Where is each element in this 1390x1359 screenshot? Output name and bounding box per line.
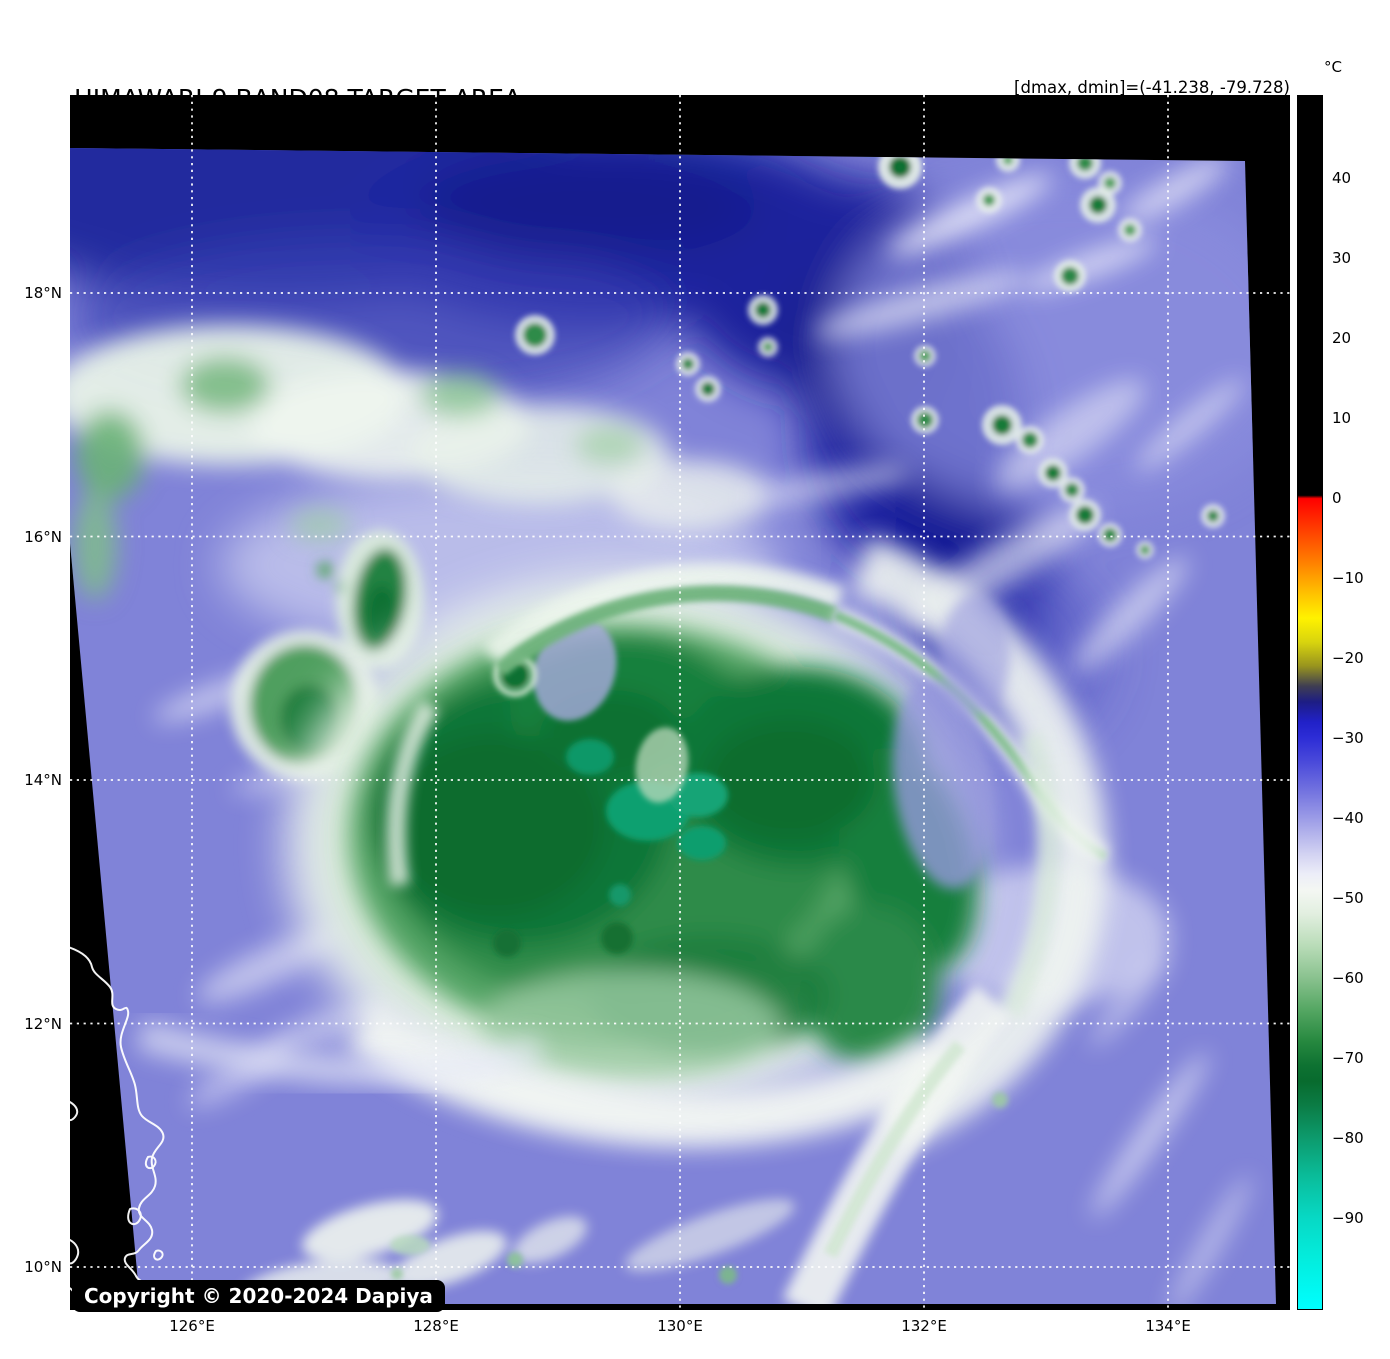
colorbar-tick-label: −10 (1332, 569, 1364, 588)
colorbar-tick-label: 40 (1332, 169, 1352, 188)
colorbar-tick-label: −30 (1332, 729, 1364, 748)
upper-left-cloud-band (70, 325, 770, 600)
copyright-badge: Copyright © 2020-2024 Dapiya (72, 1280, 445, 1312)
convective-spot-chain (515, 148, 1225, 559)
colorbar-tick-label: −40 (1332, 809, 1364, 828)
lat-tick-label: 14°N (24, 771, 62, 789)
typhoon-core (285, 536, 1111, 1153)
coldest-teal-patches (566, 739, 728, 906)
lat-tick-label: 10°N (24, 1258, 62, 1276)
lat-tick-label: 12°N (24, 1014, 62, 1033)
colorbar-tick-label: −20 (1332, 649, 1364, 668)
satellite-map-plot (70, 95, 1290, 1310)
colorbar-tick-label: 20 (1332, 329, 1352, 348)
lon-tick-label: 130°E (657, 1317, 703, 1335)
lat-tick-label: 18°N (24, 284, 62, 302)
colorbar-unit-label: °C (1324, 58, 1342, 76)
colorbar-tick-label: 0 (1332, 489, 1342, 508)
lon-tick-label: 128°E (413, 1317, 459, 1335)
swath-imagery (70, 148, 1276, 1304)
colorbar-tick-label: −90 (1332, 1209, 1364, 1227)
colorbar-tick-label: −70 (1332, 1049, 1364, 1068)
lat-tick-label: 16°N (24, 527, 62, 546)
temperature-colorbar (1297, 95, 1323, 1310)
lon-tick-label: 134°E (1145, 1317, 1191, 1335)
lon-tick-label: 132°E (901, 1317, 947, 1335)
colorbar-tick-label: 30 (1332, 249, 1352, 268)
colorbar-tick-label: −60 (1332, 969, 1364, 988)
satellite-imagery (70, 95, 1290, 1310)
lon-tick-label: 126°E (169, 1317, 215, 1335)
colorbar-tick-label: −80 (1332, 1129, 1364, 1148)
colorbar-tick-label: 10 (1332, 409, 1352, 428)
dmax-dmin-line: [dmax, dmin]=(-41.238, -79.728) (1014, 78, 1290, 97)
colorbar-tick-label: −50 (1332, 889, 1364, 908)
